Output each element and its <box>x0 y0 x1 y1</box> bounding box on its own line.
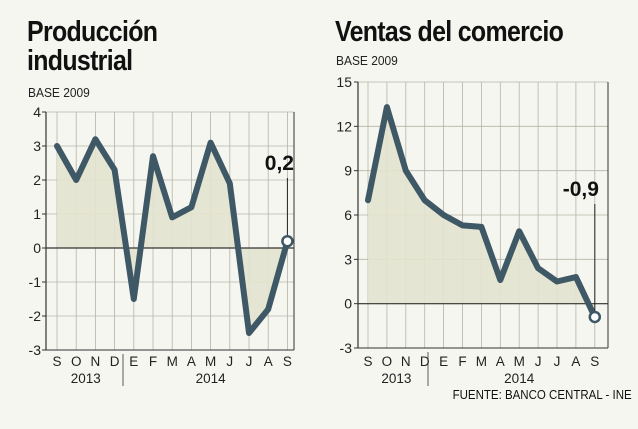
right-chart-title: Ventas del comercio <box>335 16 564 48</box>
right-year-label: 2014 <box>504 371 535 386</box>
left-x-tick-label: M <box>167 354 178 369</box>
left-x-tick-label: S <box>52 354 61 369</box>
left-chart-subtitle: BASE 2009 <box>28 85 90 100</box>
right-x-tick-label: S <box>590 354 599 369</box>
left-chart-title-line2: industrial <box>27 45 133 77</box>
right-chart-subtitle: BASE 2009 <box>336 53 398 68</box>
right-year-label: 2013 <box>381 371 411 386</box>
right-x-tick-label: D <box>420 354 430 369</box>
right-x-tick-label: O <box>382 354 393 369</box>
left-x-tick-label: S <box>283 354 292 369</box>
right-x-tick-label: M <box>476 354 487 369</box>
left-y-tick-label: 3 <box>33 138 41 154</box>
right-x-tick-label: A <box>571 354 580 369</box>
right-x-tick-label: F <box>458 354 466 369</box>
right-y-tick-label: 0 <box>344 296 352 312</box>
right-x-tick-label: A <box>496 354 505 369</box>
left-year-label: 2013 <box>71 371 101 386</box>
left-y-tick-label: -1 <box>29 274 42 290</box>
right-area <box>368 107 595 317</box>
left-series-line <box>54 136 291 336</box>
left-annotation-label: 0,2 <box>265 152 294 175</box>
left-chart-title-line1: Producción <box>27 16 158 48</box>
right-x-tick-label: J <box>535 354 542 369</box>
left-y-tick-label: 0 <box>33 240 41 256</box>
right-x-tick-label: N <box>401 354 411 369</box>
right-series-line <box>365 104 598 320</box>
right-x-tick-label: S <box>363 354 372 369</box>
left-x-tick-label: J <box>226 354 233 369</box>
right-x-tick-label: M <box>514 354 525 369</box>
right-annotation-label: -0,9 <box>563 178 599 201</box>
left-x-tick-label: N <box>91 354 101 369</box>
right-last-point-marker <box>588 310 602 324</box>
left-year-label: 2014 <box>196 371 227 386</box>
right-y-tick-label: 3 <box>344 251 352 267</box>
right-y-tick-label: 15 <box>336 74 352 90</box>
left-y-tick-label: 1 <box>33 206 41 222</box>
right-x-tick-label: J <box>554 354 561 369</box>
left-x-tick-label: D <box>110 354 120 369</box>
right-y-tick-label: 9 <box>344 163 352 179</box>
right-y-tick-label: -3 <box>340 340 353 356</box>
right-x-tick-label: E <box>439 354 448 369</box>
left-y-tick-label: 2 <box>33 172 41 188</box>
left-x-tick-label: O <box>71 354 82 369</box>
left-x-tick-label: E <box>129 354 138 369</box>
left-x-tick-label: M <box>205 354 216 369</box>
right-y-tick-label: 12 <box>336 118 352 134</box>
left-last-point-marker <box>281 234 294 248</box>
left-x-tick-label: J <box>246 354 253 369</box>
right-y-tick-label: 6 <box>344 207 352 223</box>
left-x-tick-label: F <box>149 354 157 369</box>
left-x-tick-label: A <box>187 354 196 369</box>
source-note: FUENTE: BANCO CENTRAL - INE <box>452 388 632 402</box>
left-y-tick-label: 4 <box>33 104 41 120</box>
left-y-tick-label: -2 <box>29 308 42 324</box>
left-y-tick-label: -3 <box>29 342 42 358</box>
left-x-tick-label: A <box>264 354 273 369</box>
